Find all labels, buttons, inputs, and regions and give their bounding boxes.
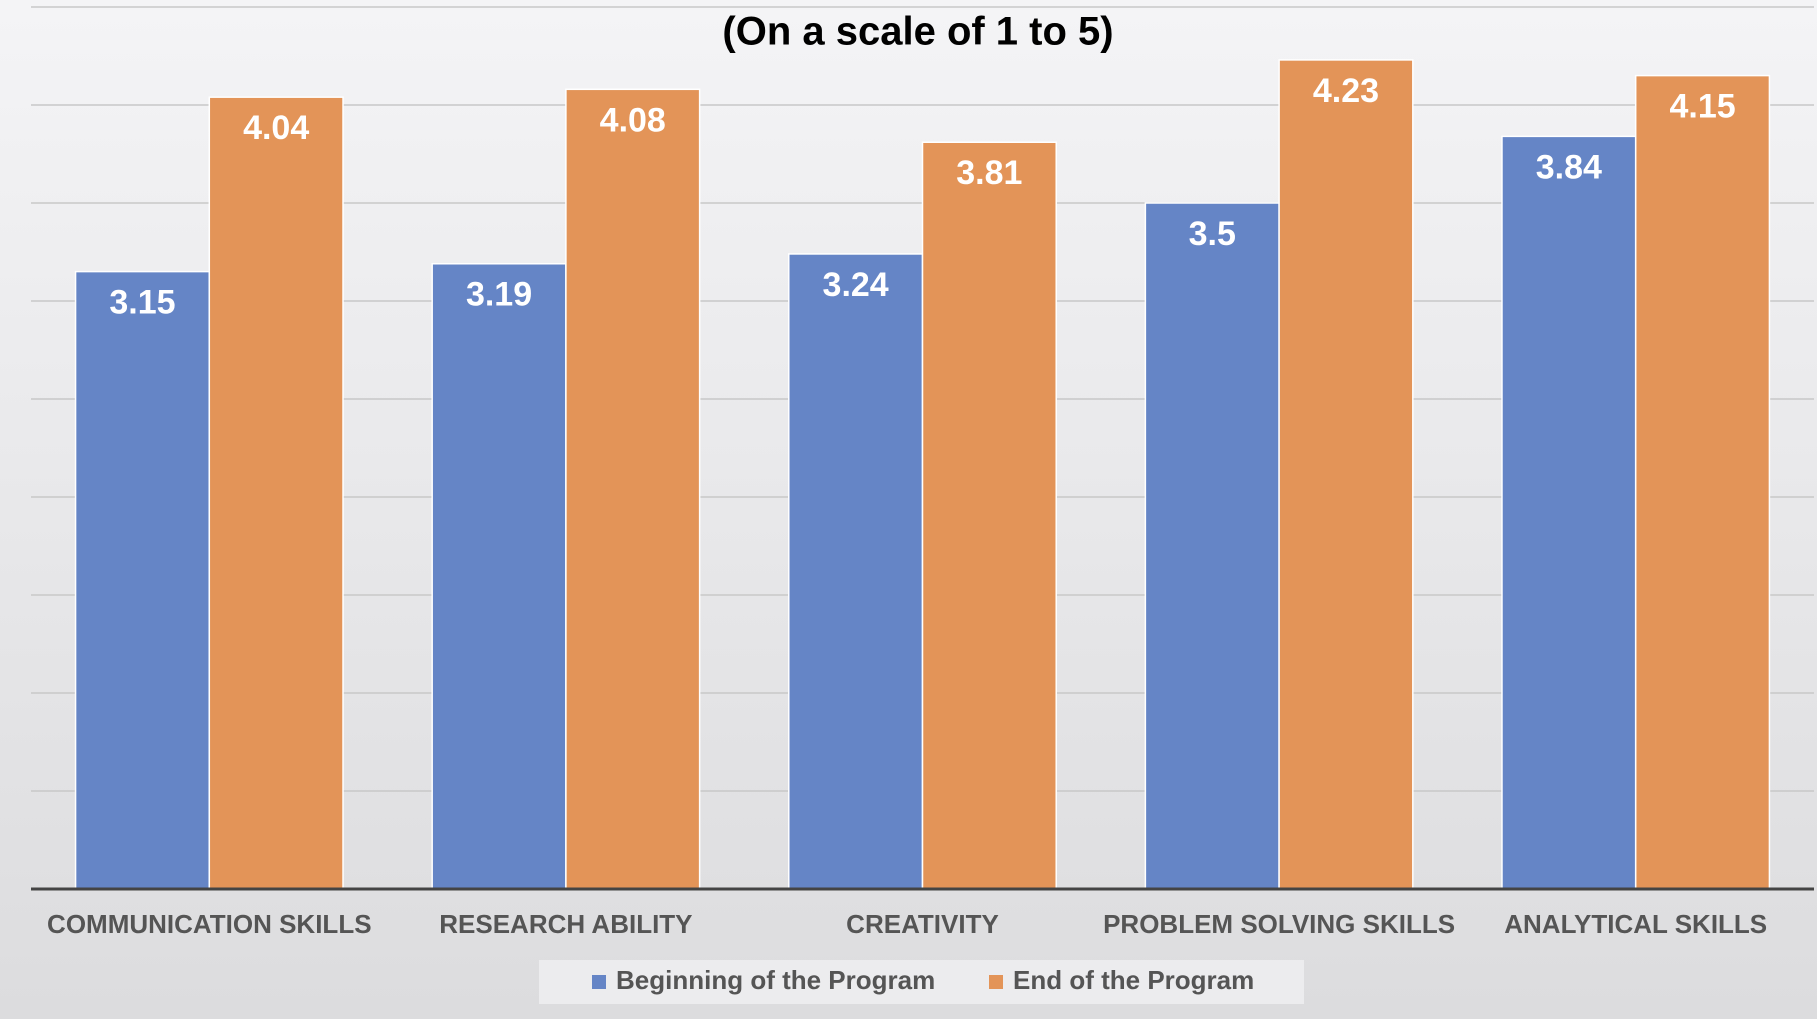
bar [431,263,567,890]
x-tick-label: COMMUNICATION SKILLS [47,909,372,939]
value-label: 3.24 [823,266,889,304]
legend-label: Beginning of the Program [616,965,935,995]
chart-title: (On a scale of 1 to 5) [722,10,1113,54]
value-label: 4.04 [243,109,309,147]
value-label: 3.81 [956,154,1022,192]
bar [565,88,701,890]
value-label: 3.84 [1536,148,1602,186]
legend-label: End of the Program [1013,965,1254,995]
bar [74,270,211,890]
value-label: 3.15 [109,284,175,322]
bar [1144,202,1280,890]
bar [1278,59,1414,890]
legend-box [539,960,1304,1004]
x-tick-label: RESEARCH ABILITY [439,909,692,939]
legend-swatch [989,975,1003,989]
x-tick-label: PROBLEM SOLVING SKILLS [1103,909,1455,939]
x-tick-label: ANALYTICAL SKILLS [1504,909,1767,939]
value-label: 4.23 [1313,72,1379,110]
x-tick-label: CREATIVITY [846,909,999,939]
bar [1501,135,1637,890]
bar [208,96,344,890]
bar [788,253,924,890]
value-label: 3.19 [466,276,532,314]
bar [1634,74,1771,890]
legend-swatch [592,975,606,989]
value-label: 4.08 [600,101,666,139]
bar [921,141,1057,890]
value-label: 3.5 [1189,215,1236,253]
value-label: 4.15 [1669,88,1735,126]
